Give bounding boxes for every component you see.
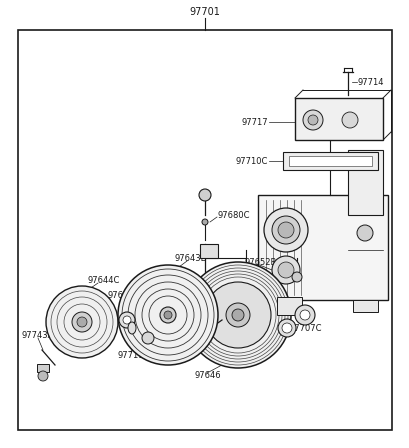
Circle shape: [263, 208, 307, 252]
Bar: [352, 300, 377, 312]
Text: 97711B: 97711B: [118, 350, 150, 359]
Circle shape: [202, 219, 207, 225]
Text: 97743A: 97743A: [22, 331, 54, 340]
Circle shape: [271, 256, 299, 284]
Bar: [37, 364, 49, 372]
Bar: [18, 30, 391, 430]
Text: 97707C: 97707C: [289, 323, 322, 332]
Circle shape: [119, 312, 135, 328]
Text: 97652B: 97652B: [245, 258, 277, 267]
Circle shape: [198, 189, 211, 201]
Bar: [276, 297, 301, 315]
Circle shape: [356, 225, 372, 241]
Circle shape: [307, 115, 317, 125]
Ellipse shape: [128, 322, 136, 334]
Text: 97716B: 97716B: [239, 288, 272, 297]
Bar: [262, 300, 287, 312]
Circle shape: [291, 272, 301, 282]
Circle shape: [118, 265, 218, 365]
Bar: [282, 152, 377, 170]
Circle shape: [77, 317, 87, 327]
Circle shape: [294, 305, 314, 325]
Circle shape: [72, 312, 92, 332]
Circle shape: [277, 222, 293, 238]
Circle shape: [225, 303, 249, 327]
Circle shape: [204, 282, 270, 348]
Bar: [294, 98, 382, 140]
Bar: [347, 150, 382, 215]
Circle shape: [299, 310, 309, 320]
Circle shape: [160, 307, 175, 323]
Circle shape: [302, 110, 322, 130]
Text: 97646C: 97646C: [108, 290, 140, 300]
Text: 97714: 97714: [357, 78, 384, 86]
Text: 97644C: 97644C: [88, 276, 120, 284]
Circle shape: [142, 332, 154, 344]
Text: 97710C: 97710C: [235, 156, 267, 165]
Text: 97709C: 97709C: [229, 340, 262, 349]
Bar: [257, 195, 387, 300]
Text: 97717: 97717: [241, 117, 267, 126]
Circle shape: [277, 262, 293, 278]
Circle shape: [341, 112, 357, 128]
Bar: [288, 156, 371, 166]
Circle shape: [281, 323, 291, 333]
Circle shape: [277, 319, 295, 337]
Circle shape: [123, 316, 131, 324]
Circle shape: [38, 371, 48, 381]
Circle shape: [184, 262, 290, 368]
Circle shape: [271, 216, 299, 244]
Text: 97646: 97646: [195, 370, 221, 379]
Text: 97680C: 97680C: [218, 211, 250, 220]
Text: 97701: 97701: [189, 7, 220, 17]
Circle shape: [46, 286, 118, 358]
Bar: [200, 244, 218, 258]
Circle shape: [164, 311, 172, 319]
Text: 97643E: 97643E: [175, 254, 207, 263]
Circle shape: [231, 309, 243, 321]
